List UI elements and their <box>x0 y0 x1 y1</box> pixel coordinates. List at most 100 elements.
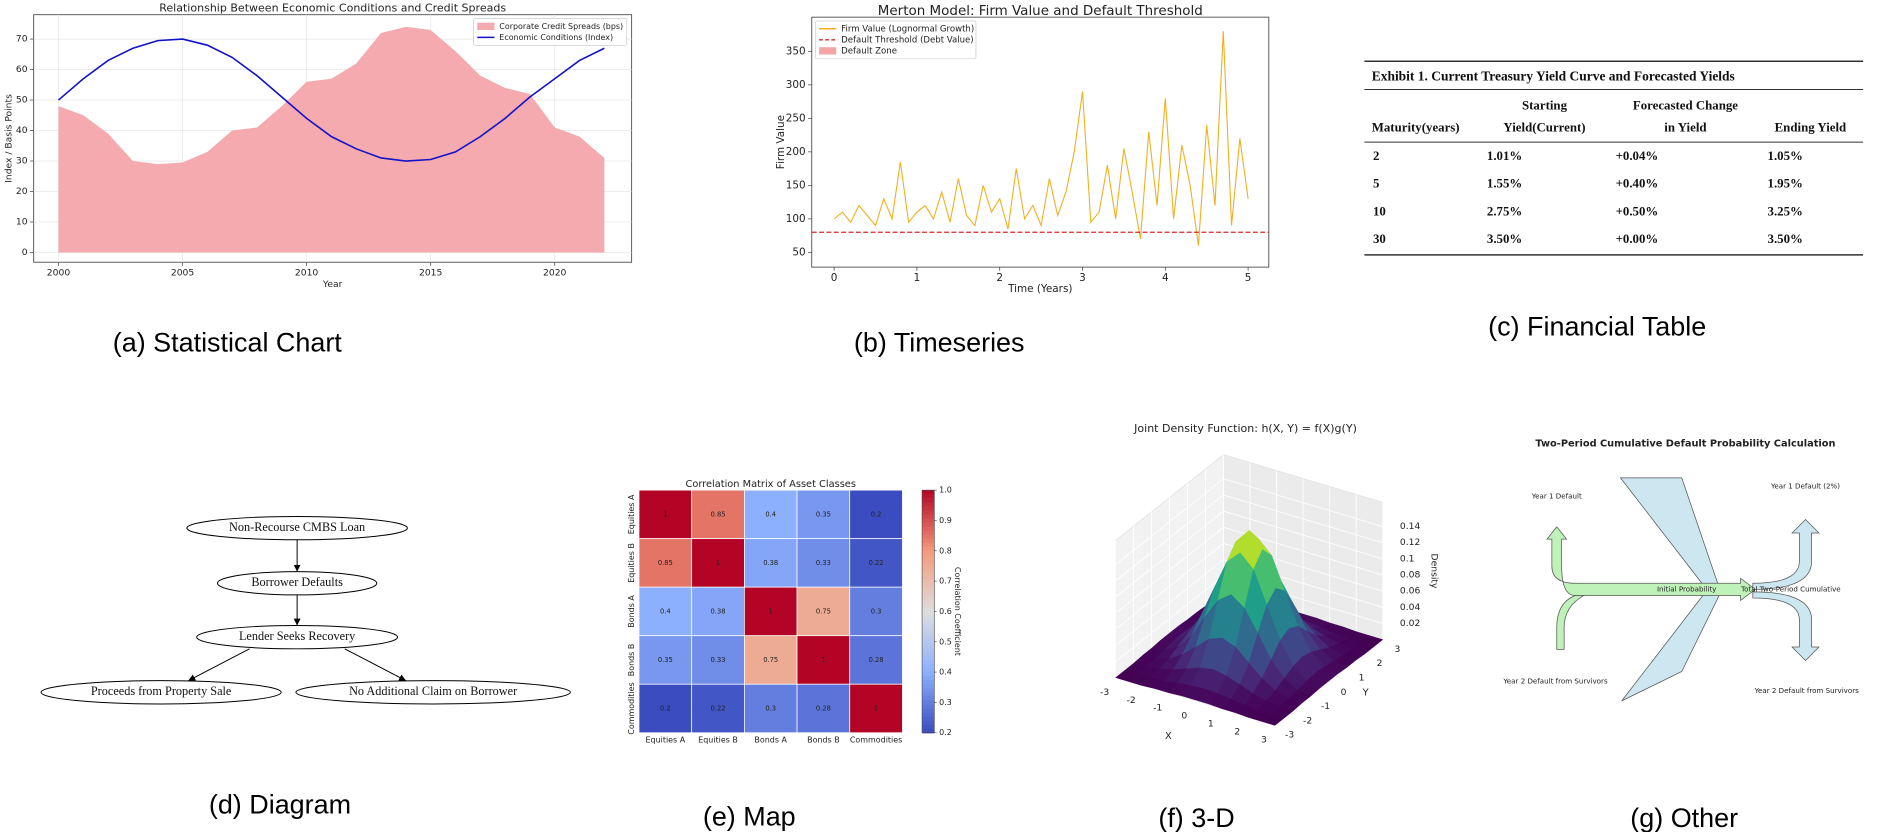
caption: (f) 3-D <box>1158 803 1234 832</box>
colorbar-tick-label: 0.7 <box>939 577 952 586</box>
table-cell: +0.00% <box>1616 232 1659 246</box>
flow-band-blue <box>1619 477 1720 587</box>
table-cell: +0.40% <box>1616 177 1659 191</box>
x-tick-label: Equities A <box>645 736 685 745</box>
cell-label: 1 <box>663 510 667 518</box>
table-cell: 1.95% <box>1768 177 1803 191</box>
x-tick-label: Equities B <box>698 736 738 745</box>
z-tick-label: 0.02 <box>1400 618 1420 629</box>
flow-label: Year 1 Default (2%) <box>1770 481 1840 490</box>
node <box>40 680 282 705</box>
colorbar-slice <box>922 603 935 609</box>
y-tick-label: 0 <box>22 247 28 258</box>
x-tick-label: 1 <box>914 272 921 284</box>
colorbar-slice <box>922 522 935 528</box>
cell-label: 0.75 <box>763 656 778 664</box>
y-tick-label: Equities B <box>627 543 636 583</box>
node <box>196 625 399 650</box>
colorbar-slice <box>922 680 935 685</box>
y-tick-label: 250 <box>786 112 806 124</box>
colorbar-slice <box>922 659 935 665</box>
heatmap-cell <box>691 489 745 540</box>
colorbar-slice <box>922 615 935 621</box>
colorbar-slice <box>922 704 935 710</box>
colorbar-slice <box>922 635 935 641</box>
z-tick-label: 0.12 <box>1400 537 1420 548</box>
colorbar-tick-label: 1.0 <box>939 486 952 495</box>
cell-label: 0.33 <box>711 656 726 664</box>
x-tick-label: 2 <box>996 272 1003 284</box>
x-tick-label: 4 <box>1162 272 1169 284</box>
colorbar-slice <box>922 518 935 524</box>
y-tick-label: 70 <box>16 34 28 45</box>
table-cell: 5 <box>1373 177 1379 191</box>
colorbar-slice <box>922 728 935 734</box>
x-tick-label: 2015 <box>419 268 443 279</box>
y-axis-label: Firm Value <box>775 115 787 169</box>
cell-label: 1 <box>716 559 720 567</box>
cell-label: 0.85 <box>658 559 673 567</box>
flow-arrow-blue <box>1752 519 1820 590</box>
y-tick-label: -3 <box>1285 730 1294 741</box>
heatmap-cell <box>638 489 693 540</box>
table-header: Ending Yield <box>1775 121 1847 135</box>
flow-band-blue <box>1621 593 1721 702</box>
y-tick-label: 60 <box>16 64 28 75</box>
z-axis-label: Density <box>1429 554 1440 589</box>
table-header: Forecasted Change <box>1633 99 1738 113</box>
cell-label: 0.2 <box>871 510 882 518</box>
x-axis-label: X <box>1165 731 1172 742</box>
x-tick-label: 5 <box>1245 272 1252 284</box>
chart-title: Joint Density Function: h(X, Y) = f(X)g(… <box>1133 422 1357 435</box>
x-tick-label: 0 <box>831 272 838 284</box>
colorbar-slice <box>922 599 935 604</box>
colorbar-slice <box>922 700 935 706</box>
cell-label: 0.28 <box>816 704 831 712</box>
edge <box>344 648 407 682</box>
heatmap-cell <box>691 683 745 734</box>
y-axis-label: Y <box>1362 687 1369 698</box>
colorbar-slice <box>922 724 935 730</box>
caption: (g) Other <box>1630 803 1738 832</box>
legend-box <box>815 20 977 60</box>
caption: (e) Map <box>703 802 796 832</box>
table-cell: 10 <box>1373 204 1386 218</box>
surface-patch <box>1261 713 1285 726</box>
heatmap-cell <box>744 538 798 588</box>
y-tick-label: 150 <box>786 179 806 191</box>
colorbar-slice <box>922 607 935 613</box>
colorbar-slice <box>922 627 935 633</box>
y-tick-label: 40 <box>16 125 28 136</box>
y-tick-label: 50 <box>792 246 805 258</box>
colorbar-slice <box>922 676 935 681</box>
caption: (b) Timeseries <box>854 327 1025 357</box>
table-cell: 2.75% <box>1487 204 1522 218</box>
node-label: No Additional Claim on Borrower <box>349 684 517 698</box>
legend-box <box>473 18 628 46</box>
x-tick-label: -2 <box>1127 695 1136 706</box>
colorbar-slice <box>922 631 935 637</box>
table-cell: 3.25% <box>1768 204 1803 218</box>
colorbar-slice <box>922 579 935 584</box>
colorbar-slice <box>922 502 935 507</box>
colorbar-slice <box>922 720 935 726</box>
y-axis-label: Index / Basis Points <box>4 94 15 183</box>
caption: (d) Diagram <box>209 789 351 819</box>
heatmap-cell <box>638 538 693 588</box>
cell-label: 0.3 <box>871 607 882 615</box>
cell-label: 1 <box>874 704 878 712</box>
legend-swatch <box>477 22 495 31</box>
y-tick-label: Bonds A <box>627 595 636 628</box>
node <box>186 515 408 541</box>
y-tick-label: 30 <box>16 156 28 167</box>
x-tick-label: 2000 <box>47 268 71 279</box>
colorbar-slice <box>922 514 935 520</box>
x-axis-label: Year <box>322 279 343 290</box>
colorbar-slice <box>922 506 935 511</box>
cell-label: 1 <box>821 656 825 664</box>
z-tick-label: 0.08 <box>1400 570 1421 581</box>
x-tick-label: 3 <box>1079 272 1086 284</box>
chart-title: Correlation Matrix of Asset Classes <box>685 479 855 490</box>
flow-label: Year 2 Default from Survivors <box>1754 686 1860 695</box>
x-tick-label: 0 <box>1181 711 1187 722</box>
